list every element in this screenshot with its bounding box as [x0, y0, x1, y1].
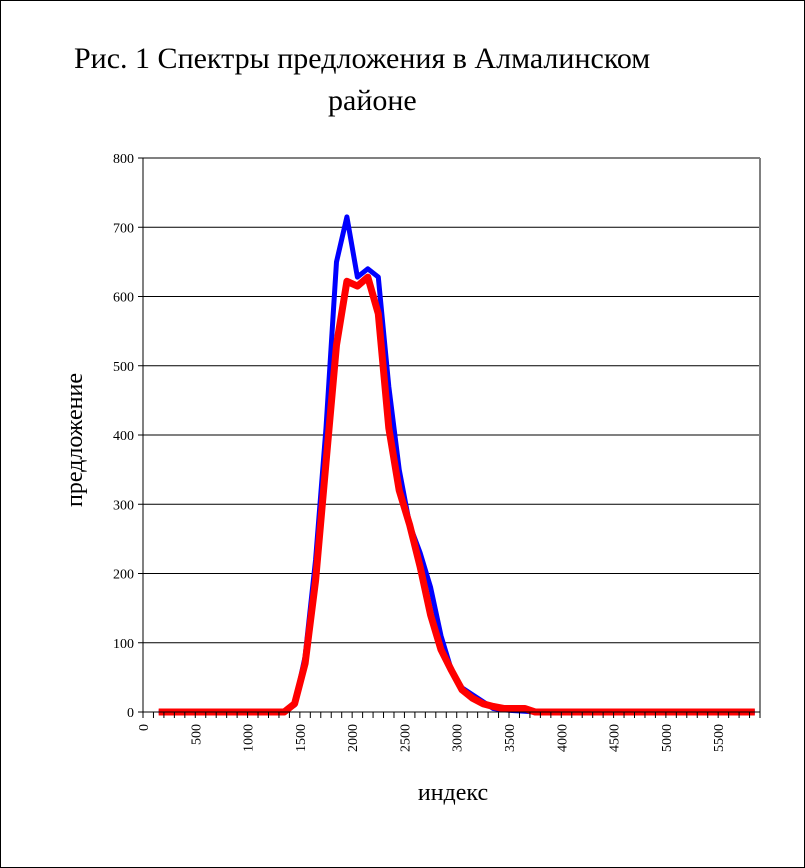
series-group: [158, 214, 755, 716]
x-tick-label-1500: 1500: [294, 724, 309, 752]
x-tick-labels: 0 500 1000 1500 2000 2500 3000 3500 4000 4500 5000…: [137, 724, 727, 752]
x-tick-label-500: 500: [189, 724, 204, 745]
chart-title-line-1: Рис. 1 Спектры предложения в Алмалинском: [74, 42, 651, 75]
y-tick-label-200: 200: [113, 568, 134, 583]
y-tick-label-0: 0: [127, 706, 134, 721]
x-tick-label-5000: 5000: [660, 724, 675, 752]
plot-area: [143, 157, 761, 712]
x-tick-label-2500: 2500: [398, 724, 413, 752]
chart-title-line-2: районе: [328, 84, 417, 117]
y-axis-label: предложение: [62, 373, 88, 507]
y-tick-label-800: 800: [113, 152, 134, 167]
y-tick-labels: 0 100 200 300 400 500 600 700 800: [113, 152, 134, 721]
y-tick-label-100: 100: [113, 637, 134, 652]
x-tick-label-1000: 1000: [242, 724, 257, 752]
y-tick-label-400: 400: [113, 429, 134, 444]
series-line-1: [158, 214, 755, 715]
y-tick-label-600: 600: [113, 291, 134, 306]
x-tick-label-5500: 5500: [712, 724, 727, 752]
y-tick-label-500: 500: [113, 360, 134, 375]
x-tick-label-4500: 4500: [608, 724, 623, 752]
series-line-2: [158, 273, 755, 716]
x-tick-label-0: 0: [137, 724, 152, 731]
x-tick-label-3500: 3500: [503, 724, 518, 752]
x-tick-label-2000: 2000: [346, 724, 361, 752]
y-tick-label-300: 300: [113, 498, 134, 513]
x-axis-label: индекс: [418, 780, 488, 806]
gridlines: [143, 157, 760, 644]
y-tick-label-700: 700: [113, 221, 134, 236]
axes: [138, 157, 761, 718]
x-tick-label-3000: 3000: [451, 724, 466, 752]
x-tick-label-4000: 4000: [555, 724, 570, 752]
